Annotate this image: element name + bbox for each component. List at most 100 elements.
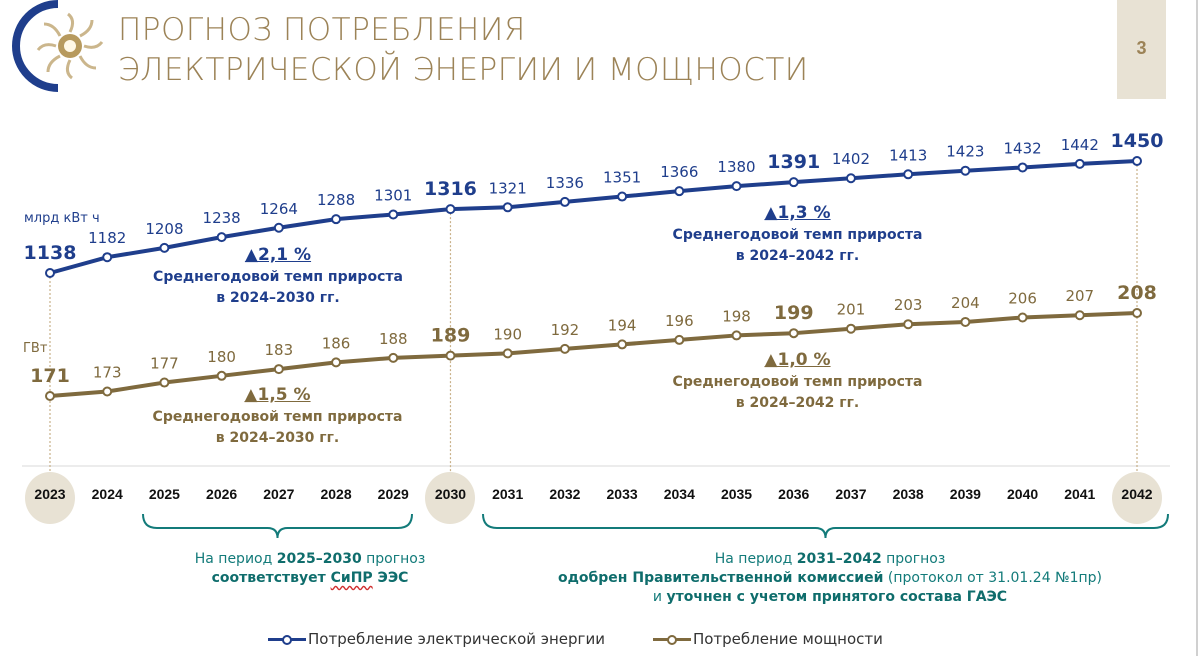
energy-line-marker-icon <box>268 634 306 645</box>
data-value-label: 192 <box>551 321 580 339</box>
data-point-marker[interactable] <box>788 328 799 339</box>
year-tick-label: 2031 <box>492 486 524 502</box>
data-point-marker[interactable] <box>331 214 342 225</box>
power-growth-2030-note: ▲1,5 % Среднегодовой темп прироста в 202… <box>125 385 430 449</box>
data-point-marker[interactable] <box>731 330 742 341</box>
power-growth-2030-period: в 2024–2030 гг. <box>215 430 340 446</box>
data-point-marker[interactable] <box>102 386 113 397</box>
period-first-range: 2025–2030 <box>276 551 362 567</box>
data-point-marker[interactable] <box>960 165 971 176</box>
year-tick-label: 2030 <box>434 486 467 502</box>
period-second-protocol: (протокол от 31.01.24 №1пр) <box>883 570 1103 586</box>
data-point-marker[interactable] <box>45 391 55 401</box>
data-point-marker[interactable] <box>559 343 570 354</box>
data-point-marker[interactable] <box>1132 156 1142 166</box>
data-value-label: 1301 <box>374 186 412 204</box>
legend-item-energy[interactable]: Потребление электрической энергии <box>268 630 605 648</box>
data-value-label: 173 <box>93 364 122 382</box>
data-point-marker[interactable] <box>102 252 113 263</box>
period-first-line2c: ЭЭС <box>372 570 409 586</box>
period-second-range: 2031–2042 <box>796 551 882 567</box>
title-line-2: ЭЛЕКТРИЧЕСКОЙ ЭНЕРГИИ И МОЩНОСТИ <box>118 52 809 88</box>
year-tick-label: 2023 <box>34 486 66 502</box>
year-tick-label: 2041 <box>1064 486 1096 502</box>
data-value-label: 1316 <box>424 178 477 200</box>
data-point-marker[interactable] <box>674 334 685 345</box>
data-point-marker[interactable] <box>1132 308 1142 318</box>
data-value-label: 1351 <box>603 169 641 187</box>
data-value-label: 207 <box>1065 287 1094 305</box>
data-value-label: 1182 <box>88 229 126 247</box>
power-growth-2042-period: в 2024–2042 гг. <box>735 395 860 411</box>
power-growth-2030-label: Среднегодовой темп прироста <box>152 409 403 425</box>
data-point-marker[interactable] <box>159 377 170 388</box>
data-value-label: 171 <box>30 365 70 387</box>
highlight-year-circle <box>425 472 476 524</box>
data-point-marker[interactable] <box>674 186 685 197</box>
highlight-year-circle <box>25 472 75 524</box>
data-point-marker[interactable] <box>445 350 456 361</box>
data-point-marker[interactable] <box>845 323 856 334</box>
year-tick-label: 2042 <box>1121 486 1153 502</box>
data-point-marker[interactable] <box>388 352 399 363</box>
data-value-label: 203 <box>894 296 923 314</box>
data-point-marker[interactable] <box>617 191 628 202</box>
page-number-tab: 3 <box>1117 0 1166 99</box>
year-tick-label: 2028 <box>320 486 352 502</box>
data-point-marker[interactable] <box>1074 158 1085 169</box>
energy-growth-2042-pct: ▲1,3 % <box>764 203 831 223</box>
year-tick-label: 2027 <box>263 486 295 502</box>
period-brace <box>142 513 413 539</box>
data-point-marker[interactable] <box>216 232 227 243</box>
data-point-marker[interactable] <box>159 242 170 253</box>
data-point-marker[interactable] <box>1074 310 1085 321</box>
data-point-marker[interactable] <box>617 339 628 350</box>
year-tick-label: 2034 <box>663 486 695 502</box>
period-second-approval: одобрен Правительственной комиссией <box>557 570 884 586</box>
data-value-label: 177 <box>150 355 179 373</box>
year-tick-label: 2025 <box>148 486 180 502</box>
data-point-marker[interactable] <box>445 204 456 215</box>
power-unit-label: ГВт <box>23 341 48 356</box>
data-point-marker[interactable] <box>903 169 914 180</box>
data-point-marker[interactable] <box>45 268 55 278</box>
energy-growth-2030-pct: ▲2,1 % <box>244 245 312 265</box>
data-value-label: 199 <box>774 302 814 324</box>
data-point-marker[interactable] <box>960 316 971 327</box>
data-point-marker[interactable] <box>502 348 513 359</box>
data-value-label: 1380 <box>717 158 755 176</box>
data-point-marker[interactable] <box>788 177 799 188</box>
data-point-marker[interactable] <box>1017 162 1028 173</box>
data-point-marker[interactable] <box>559 196 570 207</box>
data-value-label: 1450 <box>1111 130 1164 152</box>
period-first-suffix: прогноз <box>361 551 426 567</box>
data-value-label: 1391 <box>767 151 820 173</box>
data-point-marker[interactable] <box>845 173 856 184</box>
energy-growth-2030-note: ▲2,1 % Среднегодовой темп прироста в 202… <box>128 245 428 309</box>
energy-growth-2042-period: в 2024–2042 гг. <box>735 248 860 264</box>
data-point-marker[interactable] <box>1017 312 1028 323</box>
power-growth-2042-note: ▲1,0 % Среднегодовой темп прироста в 202… <box>645 350 950 414</box>
data-point-marker[interactable] <box>216 370 227 381</box>
data-value-label: 188 <box>379 330 408 348</box>
data-point-marker[interactable] <box>731 181 742 192</box>
data-value-label: 1208 <box>145 220 183 238</box>
data-point-marker[interactable] <box>273 364 284 375</box>
energy-growth-2042-note: ▲1,3 % Среднегодовой темп прироста в 202… <box>645 203 950 267</box>
year-tick-label: 2024 <box>91 486 123 502</box>
data-point-marker[interactable] <box>388 209 399 220</box>
power-line-marker-icon <box>652 634 691 645</box>
data-point-marker[interactable] <box>273 222 284 233</box>
energy-growth-2030-period: в 2024–2030 гг. <box>216 290 340 306</box>
data-point-marker[interactable] <box>502 202 513 213</box>
data-value-label: 201 <box>837 301 866 319</box>
data-point-marker[interactable] <box>331 357 342 368</box>
data-point-marker[interactable] <box>903 319 914 330</box>
period-second-refined: уточнен с учетом принятого состава ГАЭС <box>666 589 1008 605</box>
year-tick-label: 2026 <box>206 486 238 502</box>
legend-item-power[interactable]: Потребление мощности <box>652 630 883 648</box>
page-number: 3 <box>1136 38 1147 58</box>
data-value-label: 194 <box>608 316 637 334</box>
data-value-label: 208 <box>1117 282 1157 304</box>
power-growth-2030-pct: ▲1,5 % <box>244 385 311 405</box>
